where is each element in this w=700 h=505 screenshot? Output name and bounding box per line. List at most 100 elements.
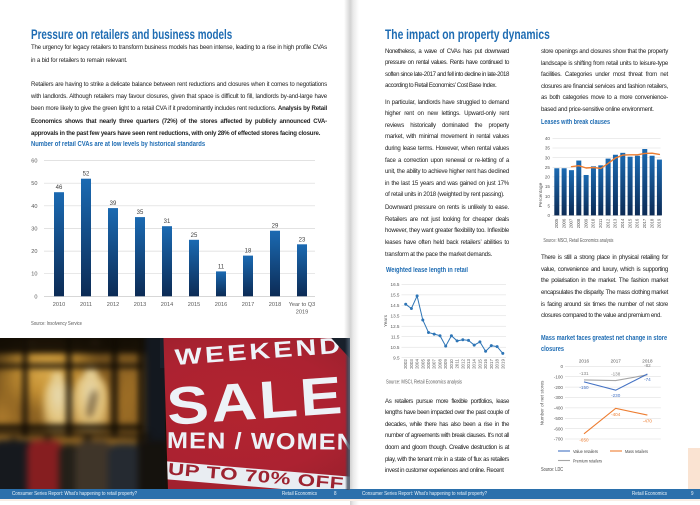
- svg-text:Number of net stores: Number of net stores: [540, 380, 546, 425]
- svg-text:-300: -300: [554, 395, 564, 400]
- svg-text:Year to Q3: Year to Q3: [289, 302, 316, 308]
- svg-text:-100: -100: [554, 374, 564, 379]
- svg-text:16.5: 16.5: [391, 282, 400, 287]
- svg-text:2007: 2007: [432, 359, 437, 369]
- svg-text:40: 40: [545, 136, 551, 141]
- svg-text:46: 46: [56, 185, 63, 191]
- svg-text:2008: 2008: [438, 359, 443, 369]
- svg-text:-138: -138: [611, 372, 621, 377]
- svg-text:-600: -600: [554, 426, 564, 431]
- svg-text:0: 0: [547, 213, 550, 218]
- svg-text:5: 5: [547, 204, 550, 209]
- svg-text:0: 0: [560, 364, 563, 369]
- svg-text:2018: 2018: [642, 358, 653, 363]
- svg-text:23: 23: [299, 237, 306, 243]
- svg-text:2017: 2017: [489, 359, 494, 369]
- svg-text:Mass retailers: Mass retailers: [625, 449, 649, 454]
- svg-text:2013: 2013: [134, 302, 146, 308]
- svg-text:35: 35: [545, 146, 551, 151]
- svg-text:2018: 2018: [649, 218, 654, 228]
- svg-text:2014: 2014: [472, 359, 477, 369]
- svg-text:-650: -650: [579, 437, 589, 442]
- svg-text:2007: 2007: [569, 218, 574, 228]
- svg-text:2016: 2016: [483, 359, 488, 369]
- svg-text:2019: 2019: [657, 218, 662, 228]
- svg-text:-500: -500: [554, 416, 564, 421]
- svg-text:-404: -404: [611, 412, 621, 417]
- svg-text:60: 60: [31, 159, 37, 165]
- svg-text:30: 30: [31, 226, 37, 232]
- svg-text:20: 20: [31, 249, 37, 255]
- svg-text:2009: 2009: [443, 359, 448, 369]
- svg-text:-82: -82: [644, 363, 651, 368]
- svg-text:11.5: 11.5: [391, 334, 400, 339]
- svg-text:31: 31: [164, 219, 171, 225]
- svg-text:52: 52: [83, 172, 90, 178]
- svg-text:-200: -200: [554, 385, 564, 390]
- svg-text:35: 35: [137, 210, 144, 216]
- svg-text:10: 10: [31, 272, 37, 278]
- svg-text:2014: 2014: [620, 218, 625, 228]
- svg-text:25: 25: [191, 233, 198, 239]
- svg-text:2016: 2016: [635, 218, 640, 228]
- svg-text:-230: -230: [611, 393, 621, 398]
- svg-text:2006: 2006: [426, 359, 431, 369]
- svg-text:15.5: 15.5: [391, 293, 400, 298]
- svg-text:30: 30: [545, 155, 551, 160]
- svg-text:2011: 2011: [598, 218, 603, 228]
- svg-text:Percentage: Percentage: [538, 182, 544, 207]
- svg-text:2019: 2019: [500, 359, 505, 369]
- svg-text:10.5: 10.5: [391, 345, 400, 350]
- svg-text:14.5: 14.5: [391, 303, 400, 308]
- svg-text:-400: -400: [554, 406, 564, 411]
- svg-text:2012: 2012: [605, 218, 610, 228]
- svg-text:12.5: 12.5: [391, 324, 400, 329]
- svg-text:39: 39: [110, 201, 117, 207]
- svg-text:50: 50: [31, 181, 37, 187]
- svg-text:20: 20: [545, 175, 551, 180]
- svg-text:-150: -150: [579, 385, 589, 390]
- svg-text:2009: 2009: [583, 218, 588, 228]
- svg-text:Source: MSCI, Retail Economics: Source: MSCI, Retail Economics analysis: [386, 380, 462, 386]
- svg-text:2013: 2013: [613, 218, 618, 228]
- svg-text:2012: 2012: [107, 302, 119, 308]
- svg-text:-470: -470: [643, 419, 653, 424]
- svg-text:2010: 2010: [53, 302, 65, 308]
- svg-text:2015: 2015: [627, 218, 632, 228]
- svg-text:2002: 2002: [403, 359, 408, 369]
- svg-text:Source: MSCI, Retail Economics: Source: MSCI, Retail Economics analysis: [543, 238, 613, 244]
- svg-text:2005: 2005: [420, 359, 425, 369]
- svg-text:2014: 2014: [161, 302, 173, 308]
- svg-text:Source: LDC: Source: LDC: [541, 467, 563, 473]
- svg-text:Premium retailers: Premium retailers: [573, 458, 603, 463]
- svg-text:2011: 2011: [80, 302, 92, 308]
- svg-text:13.5: 13.5: [391, 314, 400, 319]
- svg-text:2011: 2011: [455, 359, 460, 369]
- svg-text:-700: -700: [554, 437, 564, 442]
- svg-text:0: 0: [34, 294, 37, 300]
- svg-text:-74: -74: [644, 377, 651, 382]
- svg-text:Years: Years: [383, 314, 389, 327]
- svg-text:Source: Insolvency Service: Source: Insolvency Service: [31, 321, 82, 327]
- svg-text:10: 10: [545, 194, 551, 199]
- svg-text:2017: 2017: [611, 358, 622, 363]
- svg-text:2010: 2010: [591, 218, 596, 228]
- svg-text:2013: 2013: [466, 359, 471, 369]
- svg-text:2010: 2010: [449, 359, 454, 369]
- svg-text:40: 40: [31, 204, 37, 210]
- svg-text:2015: 2015: [188, 302, 200, 308]
- svg-text:9.5: 9.5: [393, 355, 400, 360]
- svg-text:2005: 2005: [554, 218, 559, 228]
- svg-text:2016: 2016: [579, 358, 590, 363]
- svg-text:25: 25: [545, 165, 551, 170]
- svg-text:2016: 2016: [215, 302, 227, 308]
- svg-text:2006: 2006: [561, 218, 566, 228]
- svg-text:2004: 2004: [415, 359, 420, 369]
- svg-text:Value retailers: Value retailers: [573, 449, 599, 454]
- svg-text:2017: 2017: [642, 218, 647, 228]
- svg-text:2003: 2003: [409, 359, 414, 369]
- svg-text:-131: -131: [579, 371, 589, 376]
- svg-text:2018: 2018: [495, 359, 500, 369]
- svg-text:2015: 2015: [477, 359, 482, 369]
- svg-text:11: 11: [218, 264, 225, 270]
